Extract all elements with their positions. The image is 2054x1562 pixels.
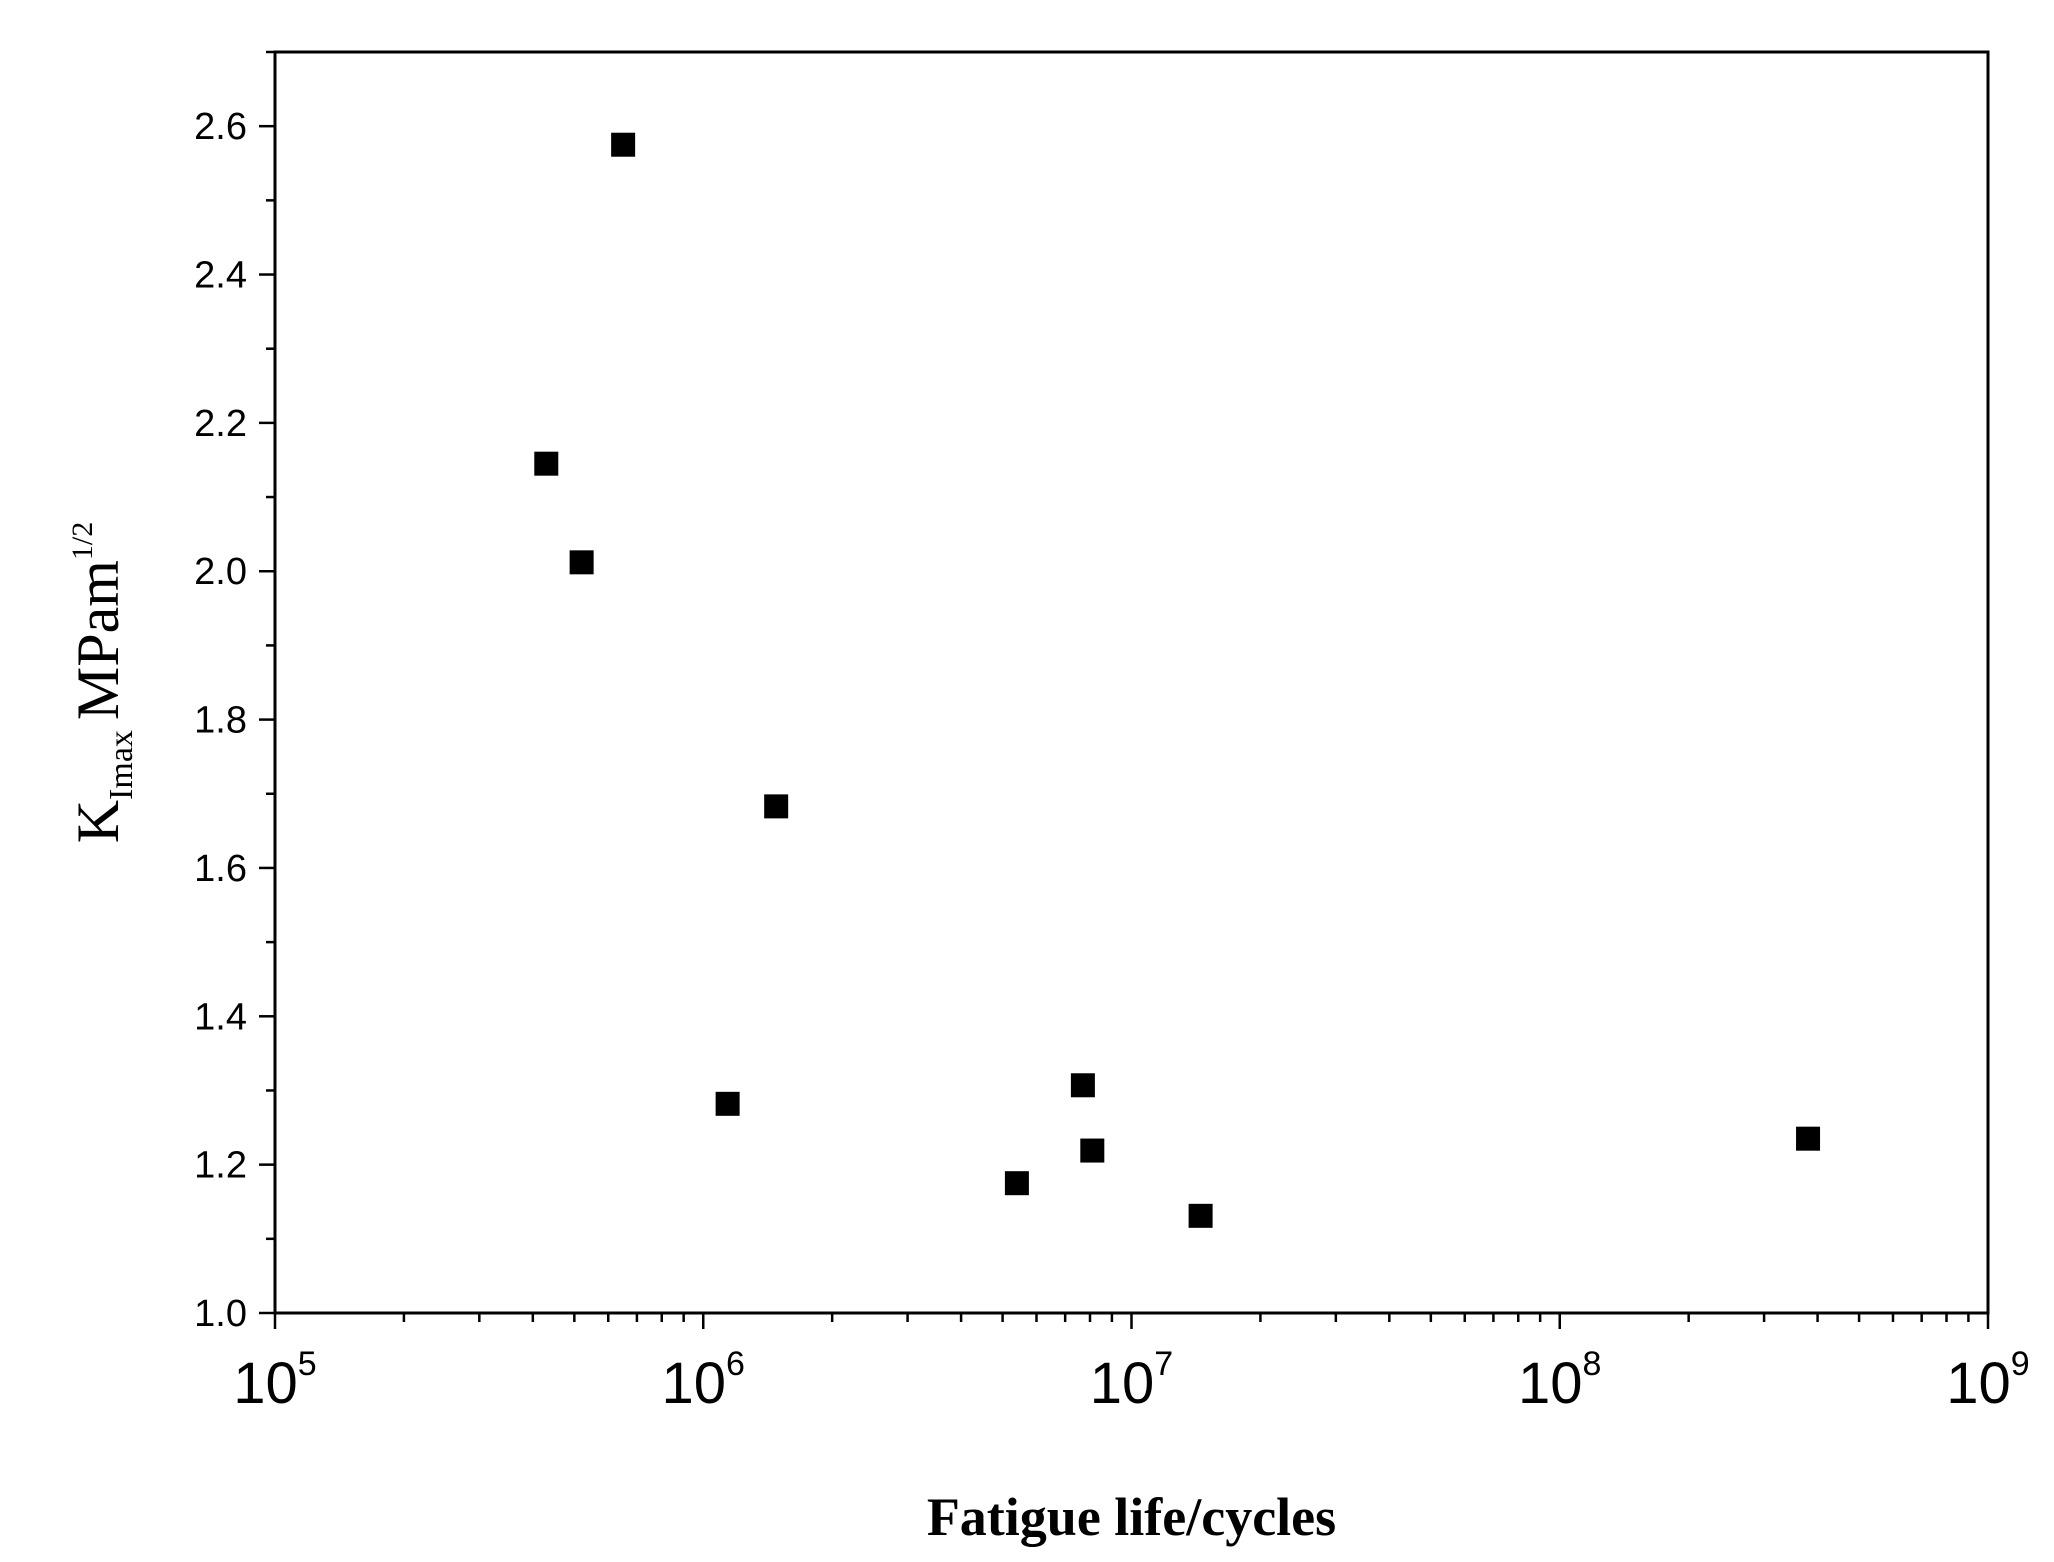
- data-point: [715, 1091, 740, 1116]
- y-tick-label: 1.4: [194, 996, 247, 1038]
- y-axis-label-superscript: 1/2: [66, 522, 99, 560]
- y-axis-label-subscript: Imax: [103, 730, 140, 800]
- data-point: [569, 550, 594, 575]
- data-point: [1796, 1126, 1821, 1151]
- y-tick-label: 2.2: [194, 403, 247, 445]
- y-tick-label: 1.8: [194, 700, 247, 742]
- x-tick-label: 108: [1518, 1345, 1601, 1416]
- y-axis-label-symbol: K: [65, 800, 131, 843]
- plot-frame: [273, 50, 1990, 1315]
- tick-labels-layer: 1.0 1.2 1.4 1.6 1.8 2.0 2.2 2.4 2.6 105 106 107 108 1…: [194, 106, 2030, 1416]
- data-points-layer: [534, 132, 1821, 1228]
- y-tick-label: 1.2: [194, 1145, 247, 1187]
- y-tick-label: 2.4: [194, 255, 247, 297]
- y-tick-label: 2.6: [194, 106, 247, 148]
- x-tick-label: 106: [662, 1345, 745, 1416]
- data-point: [611, 132, 636, 157]
- x-tick-label: 105: [233, 1345, 316, 1416]
- data-point: [1188, 1203, 1213, 1228]
- y-tick-label: 2.0: [194, 551, 247, 593]
- data-point: [1080, 1138, 1105, 1163]
- data-point: [1004, 1171, 1029, 1196]
- y-tick-label: 1.6: [194, 848, 247, 890]
- x-tick-label: 109: [1946, 1345, 2029, 1416]
- ticks-layer: [259, 50, 1990, 1329]
- y-axis-label-unit: MPam: [65, 560, 131, 720]
- data-point: [1070, 1073, 1095, 1098]
- x-axis-label: Fatigue life/cycles: [927, 1487, 1336, 1547]
- y-axis-label: KImax MPam1/2: [65, 522, 140, 844]
- y-tick-label: 1.0: [194, 1293, 247, 1335]
- data-point: [534, 451, 559, 476]
- x-tick-label: 107: [1090, 1345, 1173, 1416]
- data-point: [764, 794, 789, 819]
